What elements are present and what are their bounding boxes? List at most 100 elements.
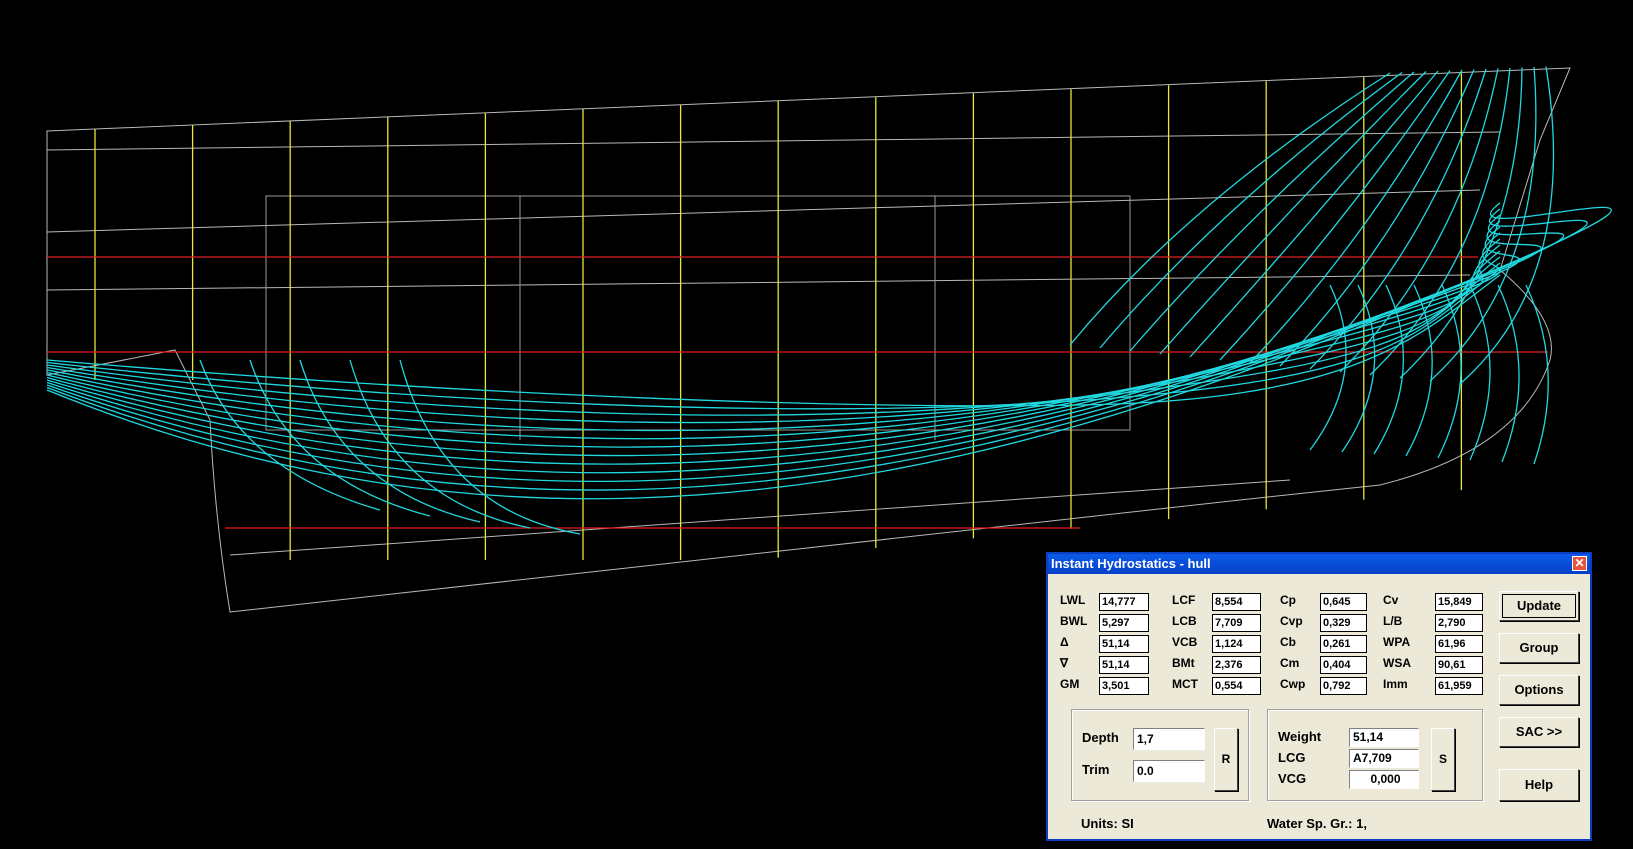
value-gm: 3,501 [1099,677,1149,695]
s-button[interactable]: S [1431,728,1455,791]
value-lcb: 7,709 [1212,614,1261,632]
lcg-input[interactable]: A7,709 [1349,749,1419,768]
weight-input[interactable]: 51,14 [1349,728,1419,747]
label-imm: Imm [1383,677,1408,691]
bow-section-curve [1429,66,1537,382]
bow-section-curve [1129,71,1415,352]
window-titlebar[interactable]: Instant Hydrostatics - hull ✕ [1048,554,1590,574]
value-lb: 2,790 [1435,614,1483,632]
value-imm: 61,959 [1435,677,1483,695]
cabin-outline [265,195,1131,431]
value-wpa: 61,96 [1435,635,1483,653]
trim-input[interactable]: 0.0 [1133,760,1205,782]
bow-lower-section-curve [1405,284,1433,457]
label-depth: Depth [1082,730,1119,745]
bow-section-curve [1249,69,1463,364]
value-cvp: 0,329 [1320,614,1367,632]
label-lwl: LWL [1060,593,1086,607]
bow-section-curve [1369,67,1511,376]
sac-button[interactable]: SAC >> [1499,717,1579,747]
value-cp: 0,645 [1320,593,1367,611]
bow-lower-section-curve [1437,284,1462,459]
depth-input[interactable]: 1,7 [1133,728,1205,750]
bow-lower-section-curve [1309,284,1347,451]
label-cm: Cm [1280,656,1300,670]
buttock-line [46,232,1501,457]
aft-section-curve [199,359,381,511]
value-lcf: 8,554 [1212,593,1261,611]
r-button[interactable]: R [1214,728,1238,791]
bow-section-curve [1219,70,1451,361]
label-vcg: VCG [1278,771,1307,786]
buttock-line [46,250,1501,432]
bow-section-curve [1069,72,1391,346]
buttock-line [46,214,1565,483]
value-bwl: 5,297 [1099,614,1149,632]
buttock-line [46,208,1588,491]
label-wpa: WPA [1383,635,1411,649]
buttock-line [46,244,1501,440]
bow-section-curve [1459,66,1555,385]
help-button[interactable]: Help [1499,769,1579,801]
bow-lower-section-curve [1373,284,1405,455]
bow-lower-section-curve [1525,284,1549,465]
vcg-input[interactable]: 0,000 [1349,770,1419,789]
label-trim: Trim [1082,762,1110,777]
buttock-line [46,238,1501,448]
weight-group [1267,709,1483,801]
water-specific-gravity-label: Water Sp. Gr.: 1, [1267,816,1367,831]
label-displacement: Δ [1060,635,1069,649]
keel-inner-line [229,479,1291,556]
buttock-line [46,256,1501,424]
value-volume: 51,14 [1099,656,1149,674]
label-lcf: LCF [1172,593,1196,607]
update-button[interactable]: Update [1499,591,1579,621]
value-cwp: 0,792 [1320,677,1367,695]
cabin-dividers [519,196,936,440]
bow-lower-section-curve [1497,284,1520,463]
bow-section-curve [1399,67,1523,379]
label-cvp: Cvp [1280,614,1303,628]
label-lcg: LCG [1278,750,1306,765]
value-cm: 0,404 [1320,656,1367,674]
sheer-line [46,131,1501,151]
value-lwl: 14,777 [1099,593,1149,611]
depth-trim-group [1071,709,1249,801]
buttock-line [46,274,1501,407]
bow-section-curve [1339,68,1499,373]
value-cv: 15,849 [1435,593,1483,611]
bow-lower-section-curve [1341,284,1376,453]
label-lcb: LCB [1172,614,1197,628]
hydrostatics-window: Instant Hydrostatics - hull ✕ LWL BWL Δ … [1046,552,1592,841]
label-weight: Weight [1278,729,1322,744]
units-label: Units: SI [1081,816,1134,831]
aft-section-curve [349,359,531,529]
bow-section-curve [1159,71,1427,355]
label-bmt: BMt [1172,656,1195,670]
buttock-line [46,220,1542,474]
value-bmt: 2,376 [1212,656,1261,674]
value-mct: 0,554 [1212,677,1261,695]
label-cv: Cv [1383,593,1399,607]
hull-outline [46,67,1571,613]
bow-section-curve [1309,68,1487,370]
aft-section-curve [399,359,581,535]
aft-section-curve [299,359,481,523]
label-gm: GM [1060,677,1080,691]
label-vcb: VCB [1172,635,1198,649]
value-vcb: 1,124 [1212,635,1261,653]
options-button[interactable]: Options [1499,675,1579,705]
label-cb: Cb [1280,635,1296,649]
close-icon[interactable]: ✕ [1572,556,1587,571]
value-displacement: 51,14 [1099,635,1149,653]
bow-section-curve [1189,70,1439,358]
buttock-line [46,262,1501,416]
group-button[interactable]: Group [1499,633,1579,663]
chine-line-upper [46,274,1471,291]
buttock-line [46,226,1521,465]
aft-section-curve [249,359,431,517]
label-cwp: Cwp [1280,677,1306,691]
label-cp: Cp [1280,593,1296,607]
